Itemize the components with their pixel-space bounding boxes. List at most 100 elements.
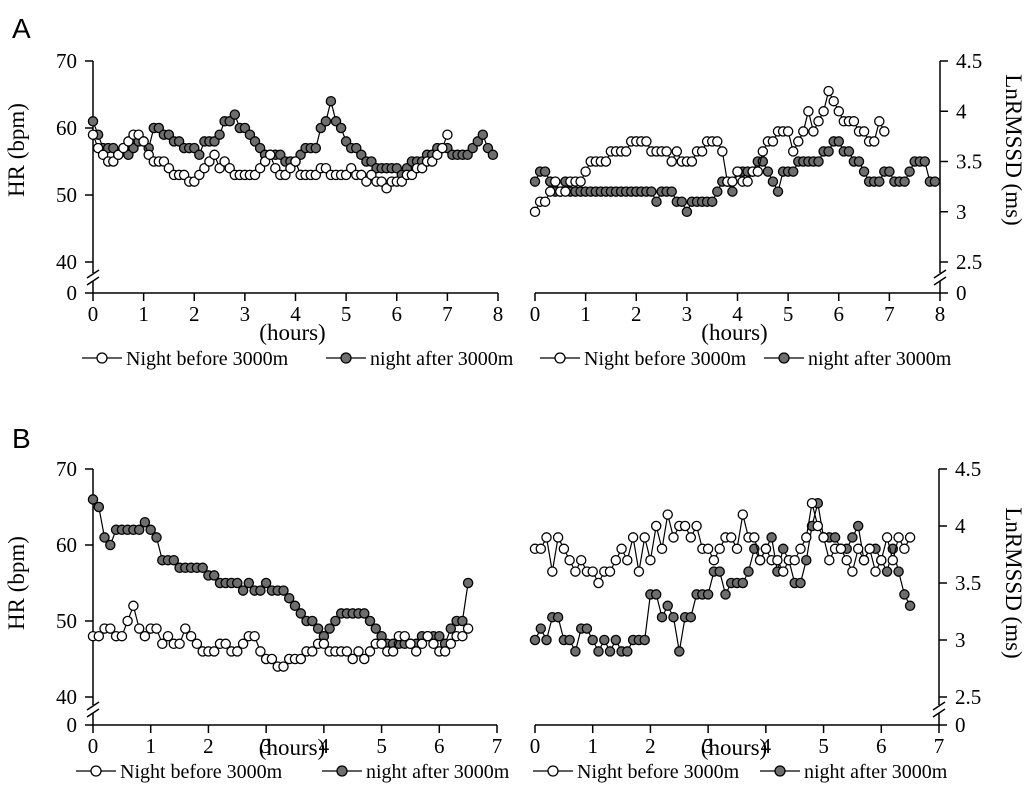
- x-tick-label: 3: [240, 302, 251, 326]
- data-point: [813, 116, 824, 127]
- x-tick-label: 4: [319, 734, 330, 758]
- data-point: [283, 592, 295, 604]
- y-tick-label: 0: [67, 713, 78, 737]
- legend-chart-3: Night before 3000m night after 3000m: [76, 761, 510, 783]
- data-point: [581, 623, 593, 634]
- data-point: [564, 554, 575, 566]
- x-tick-label: 1: [138, 302, 149, 326]
- data-point: [445, 638, 457, 650]
- x-tick-label: 7: [442, 302, 453, 326]
- series-night-after-chart-2: [529, 136, 941, 218]
- data-point: [798, 126, 809, 137]
- data-point: [541, 532, 552, 543]
- y-tick-label: 0: [955, 713, 966, 737]
- data-point: [696, 146, 708, 157]
- y-tick-label: 4: [955, 514, 966, 538]
- series-night-after-chart-4: [529, 497, 916, 657]
- data-point: [552, 611, 564, 623]
- data-point: [727, 176, 738, 187]
- data-point: [668, 611, 679, 623]
- data-point: [639, 532, 650, 543]
- legend-layer: Night before 3000m night after 3000m Night…: [76, 348, 952, 783]
- y-tick-label: 2.5: [955, 685, 981, 709]
- data-point: [714, 566, 725, 577]
- x-tick-label: 2: [189, 302, 200, 326]
- data-point: [87, 116, 99, 127]
- y-tick-label: 3: [955, 628, 966, 652]
- data-point: [593, 577, 604, 589]
- chart-axes-1: 0 40 50 60 70 0 1 2 3 4 5 6 7 8 (hours) HR (bpm): [4, 49, 503, 345]
- y-tick-label: 60: [56, 116, 77, 140]
- data-point: [685, 532, 697, 543]
- data-point: [541, 634, 552, 646]
- y-axis-label: LnRMSSD (ms): [1001, 74, 1026, 225]
- data-point: [220, 638, 231, 650]
- data-point: [772, 554, 783, 566]
- data-point: [539, 166, 551, 177]
- data-point: [105, 539, 116, 551]
- data-point: [887, 554, 899, 566]
- data-point: [772, 186, 784, 197]
- legend-marker-filled-circle: [774, 765, 786, 777]
- data-point: [359, 653, 370, 665]
- data-point: [645, 554, 656, 566]
- y-tick-label: 40: [56, 685, 77, 709]
- y-tick-label: 70: [56, 457, 77, 481]
- legend-label: night after 3000m: [804, 761, 948, 783]
- data-point: [320, 116, 332, 127]
- data-point: [712, 136, 723, 147]
- data-point: [335, 122, 347, 134]
- data-point: [818, 532, 829, 543]
- series-night-before-chart-3: [87, 600, 474, 672]
- data-point: [899, 589, 910, 600]
- data-point: [777, 566, 789, 577]
- data-point: [691, 520, 702, 532]
- data-point: [477, 129, 489, 140]
- y-tick-label: 4.5: [955, 457, 981, 481]
- data-point: [416, 638, 428, 650]
- data-point: [812, 520, 824, 532]
- data-point: [737, 509, 749, 520]
- data-point: [544, 186, 556, 197]
- y-axis-label: HR (bpm): [4, 103, 29, 197]
- data-point: [874, 176, 885, 187]
- data-point: [145, 524, 156, 536]
- data-point: [341, 646, 353, 657]
- data-point: [370, 623, 382, 634]
- data-point: [661, 146, 672, 157]
- data-point: [676, 196, 688, 207]
- data-point: [364, 615, 376, 627]
- x-tick-label: 6: [434, 734, 445, 758]
- y-tick-label: 2.5: [956, 250, 982, 274]
- legend-label: Night before 3000m: [126, 348, 289, 370]
- y-tick-label: 40: [56, 250, 77, 274]
- data-point: [633, 566, 645, 577]
- data-point: [671, 146, 683, 157]
- data-point: [260, 577, 272, 589]
- axis-break-mark: [86, 701, 100, 711]
- data-point: [208, 646, 220, 657]
- data-layer: [87, 85, 941, 672]
- data-point: [795, 577, 806, 589]
- data-point: [777, 543, 789, 555]
- x-tick-label: 6: [876, 734, 887, 758]
- data-point: [325, 95, 337, 107]
- data-point: [399, 630, 410, 642]
- data-point: [550, 176, 561, 187]
- data-point: [881, 532, 893, 543]
- data-point: [457, 630, 468, 642]
- data-point: [535, 543, 547, 555]
- data-point: [620, 146, 632, 157]
- data-point: [570, 646, 581, 657]
- y-axis-label: HR (bpm): [4, 536, 29, 630]
- legend-label: Night before 3000m: [584, 348, 747, 370]
- data-point: [646, 186, 657, 197]
- legend-label: night after 3000m: [370, 348, 514, 370]
- data-point: [318, 638, 330, 650]
- data-point: [264, 149, 276, 161]
- data-point: [752, 166, 764, 177]
- data-point: [767, 136, 779, 147]
- data-point: [116, 630, 128, 642]
- data-point: [858, 126, 870, 137]
